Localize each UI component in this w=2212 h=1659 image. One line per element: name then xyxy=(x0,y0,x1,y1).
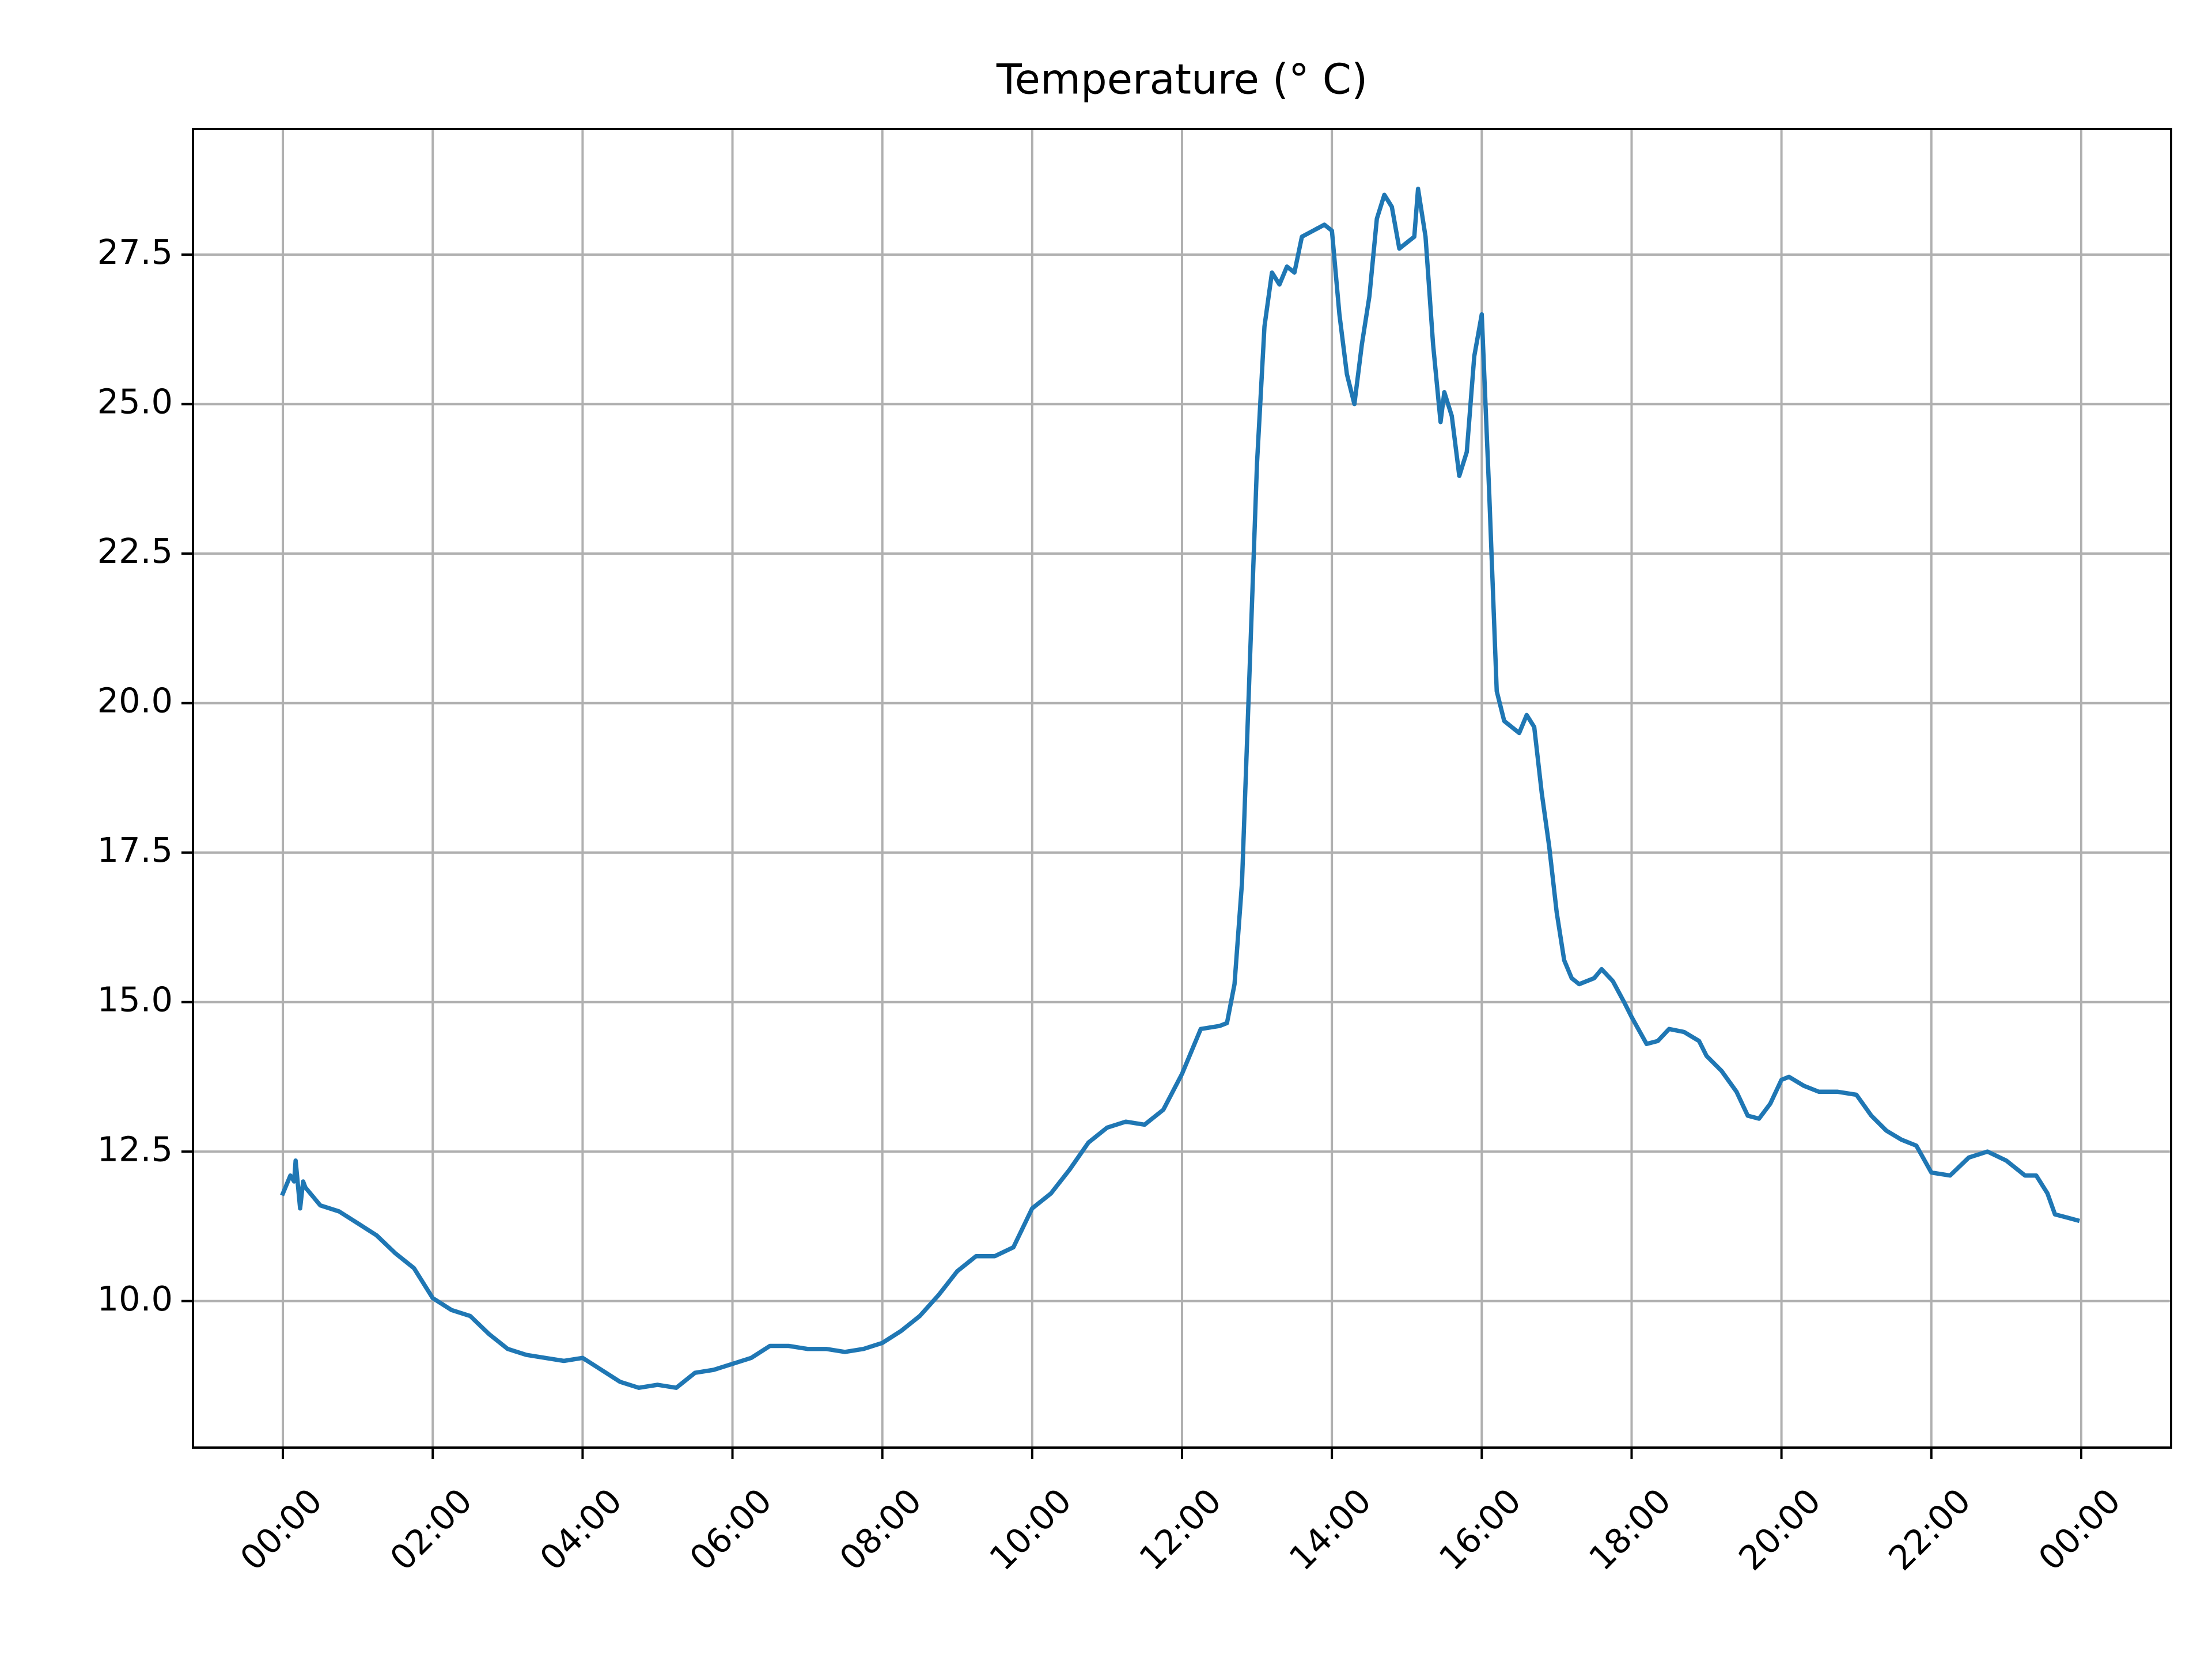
x-tick-label: 16:00 xyxy=(1431,1480,1529,1578)
chart-title: Temperature (° C) xyxy=(996,55,1368,104)
x-tick-label: 04:00 xyxy=(532,1480,630,1578)
y-tick-label: 15.0 xyxy=(97,980,173,1020)
x-tick-label: 12:00 xyxy=(1131,1480,1229,1578)
x-tick-label: 00:00 xyxy=(232,1480,329,1578)
x-tick-label: 08:00 xyxy=(832,1480,929,1578)
x-tick-label: 00:00 xyxy=(2031,1480,2128,1578)
x-tick-label: 14:00 xyxy=(1282,1480,1379,1578)
y-tick-label: 17.5 xyxy=(97,830,173,870)
x-tick-label: 06:00 xyxy=(682,1480,779,1578)
x-tick-label: 20:00 xyxy=(1731,1480,1828,1578)
x-tick-label: 18:00 xyxy=(1581,1480,1679,1578)
y-tick-label: 20.0 xyxy=(97,681,173,721)
y-tick-label: 22.5 xyxy=(97,531,173,571)
data-line xyxy=(280,187,2080,1390)
plot-frame xyxy=(192,128,2172,1449)
x-tick-label: 02:00 xyxy=(382,1480,480,1578)
y-tick-label: 27.5 xyxy=(97,232,173,272)
y-tick-label: 12.5 xyxy=(97,1129,173,1169)
y-tick-label: 25.0 xyxy=(97,382,173,422)
x-tick-label: 22:00 xyxy=(1881,1480,1978,1578)
y-tick-label: 10.0 xyxy=(97,1279,173,1319)
x-tick-label: 10:00 xyxy=(982,1480,1079,1578)
